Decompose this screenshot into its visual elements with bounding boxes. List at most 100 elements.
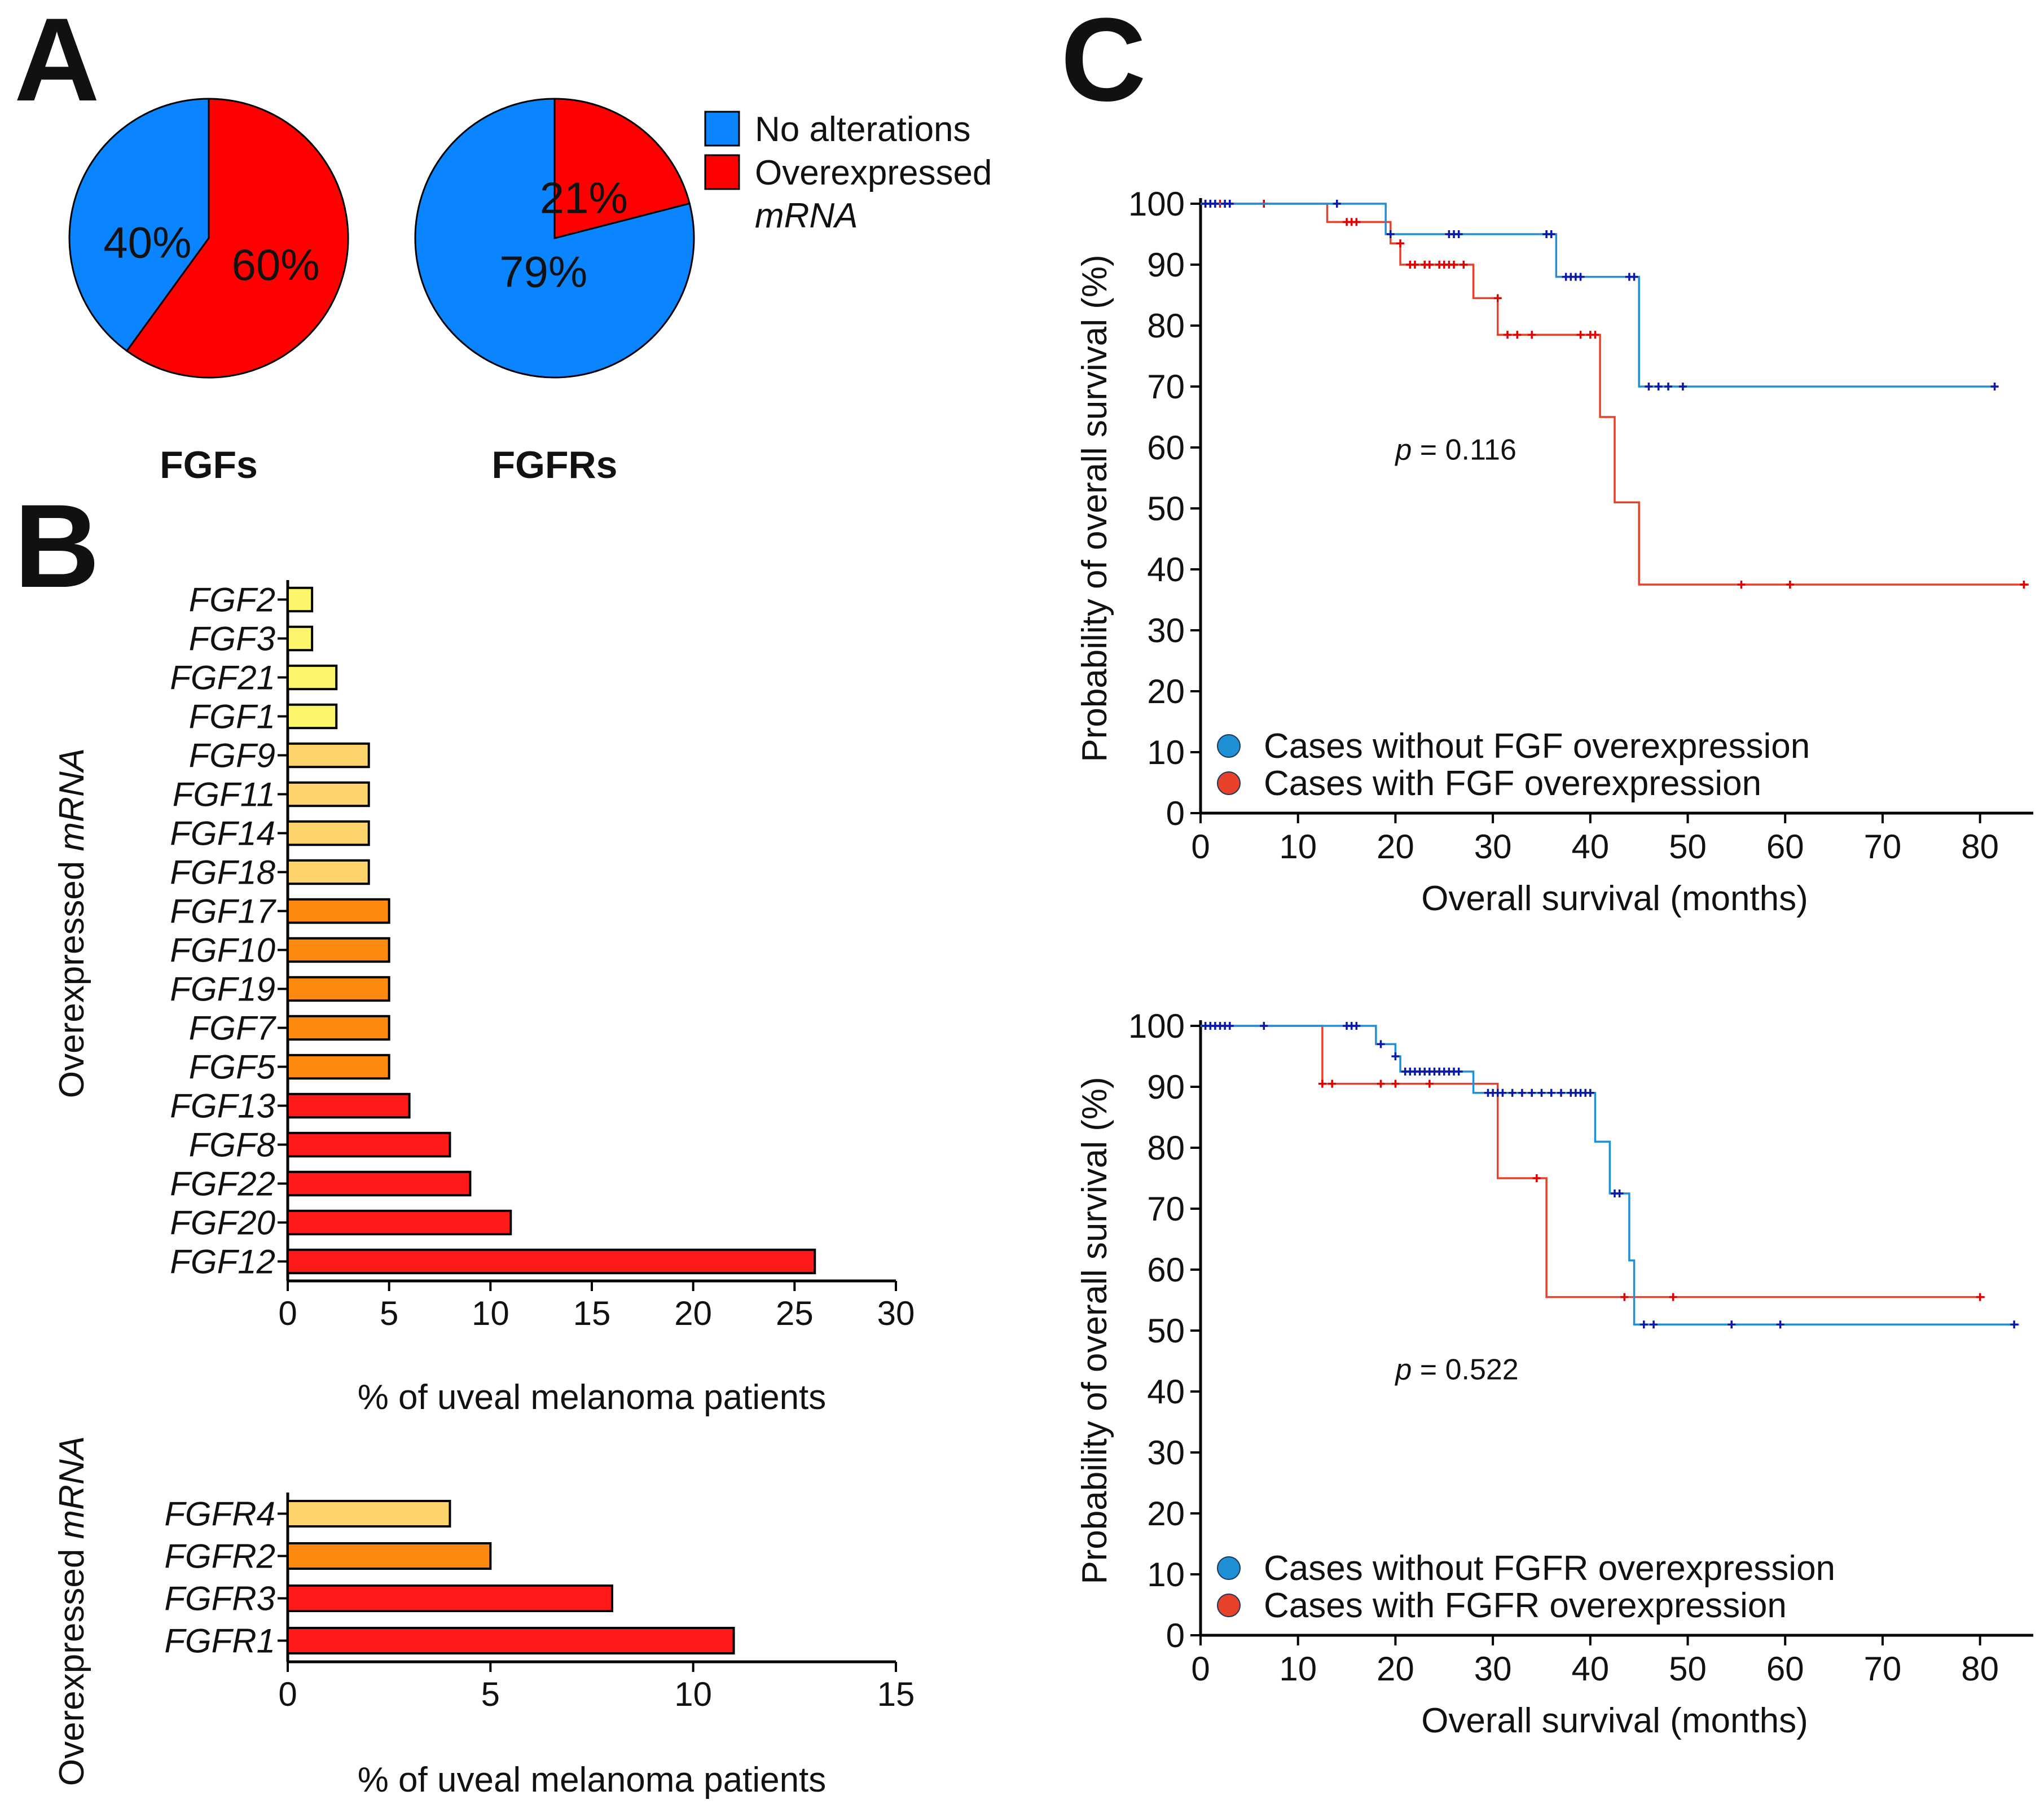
- x-tick-label-km-fgf-8: 80: [1961, 828, 1999, 866]
- y-tick-label-km-fgf-10: 100: [1128, 185, 1185, 223]
- km-censor-km-fgf-1-21: [1528, 331, 1536, 339]
- km-censor-km-fgfr-1-5: [1532, 1174, 1541, 1182]
- km-legend-label-km-fgf-0: Cases without FGF overexpression: [1264, 727, 1810, 766]
- bar-fgf20: [287, 1209, 512, 1236]
- bar-fgf11: [287, 781, 370, 807]
- km-censor-km-fgfr-0-31: [1537, 1088, 1546, 1097]
- x-tick-label-bar-fgfr-1: 5: [481, 1675, 500, 1713]
- legend-label-no-alterations: No alterations: [755, 110, 971, 149]
- km-censor-km-fgf-0-18: [1645, 383, 1653, 390]
- km-censor-km-fgfr-0-32: [1547, 1088, 1555, 1097]
- y-tick-label-km-fgf-9: 90: [1147, 246, 1185, 284]
- y-tick-label-km-fgf-5: 50: [1147, 490, 1185, 528]
- panel-letter-b: B: [14, 480, 100, 612]
- km-censor-km-fgfr-0-30: [1528, 1088, 1536, 1097]
- category-label-fgf1: FGF1: [189, 698, 275, 736]
- km-censor-km-fgfr-0-27: [1498, 1088, 1507, 1097]
- legend-swatch-overexpressed: [704, 154, 740, 190]
- y-axis-title-bar-fgfr: Overexpressed mRNA: [52, 1436, 91, 1786]
- y-axis-title-km-fgfr: Probability of overall survival (%): [1075, 1077, 1114, 1584]
- bar-fgf5: [287, 1054, 390, 1080]
- km-curve-km-fgfr-1: [1201, 1025, 1985, 1298]
- km-censor-km-fgf-1-12: [1425, 261, 1434, 269]
- category-label-fgf12: FGF12: [170, 1243, 275, 1281]
- x-axis-title-bar-fgfr: % of uveal melanoma patients: [358, 1761, 827, 1799]
- legend-label-overexpressed: Overexpressed: [755, 153, 992, 192]
- category-label-fgfr1: FGFR1: [164, 1622, 275, 1660]
- km-curve-km-fgf-0: [1201, 203, 1995, 388]
- bar-fgf21: [287, 664, 338, 691]
- panel-letter-c: C: [1061, 0, 1146, 126]
- x-tick-label-km-fgfr-8: 80: [1961, 1650, 1999, 1688]
- bar-fgfr2: [287, 1542, 492, 1570]
- bar-fgf2: [287, 586, 314, 613]
- km-censor-km-fgf-1-16: [1450, 261, 1458, 269]
- bar-fgf8: [287, 1131, 451, 1158]
- pie-slice-pie-fgfrs-0: [414, 98, 695, 379]
- bar-fgfr1: [287, 1627, 735, 1654]
- km-censor-km-fgfr-0-5: [1225, 1022, 1234, 1030]
- x-tick-label-bar-fgfr-2: 10: [674, 1675, 712, 1713]
- km-censor-km-fgfr-0-29: [1518, 1088, 1526, 1097]
- km-censor-km-fgf-1-26: [1786, 581, 1794, 589]
- legend-label-mrna: mRNA: [755, 196, 858, 235]
- category-label-fgf10: FGF10: [170, 932, 275, 969]
- y-axis-title-bar-fgf: Overexpressed mRNA: [52, 748, 91, 1098]
- km-censor-km-fgf-0-22: [1990, 383, 1999, 390]
- km-censor-km-fgfr-1-4: [1425, 1079, 1434, 1088]
- y-tick-label-km-fgfr-0: 0: [1166, 1617, 1185, 1654]
- pie-label-pie-fgfrs-0: 79%: [499, 247, 587, 296]
- y-tick-label-km-fgfr-3: 30: [1147, 1434, 1185, 1472]
- km-censor-km-fgfr-0-43: [1727, 1320, 1736, 1329]
- bar-chart-fgf: FGF2FGF3FGF21FGF1FGF9FGF11FGF14FGF18FGF1…: [52, 580, 915, 1417]
- x-tick-label-km-fgfr-4: 40: [1571, 1650, 1609, 1688]
- pie-label-pie-fgfrs-1: 21%: [540, 173, 628, 223]
- km-censor-km-fgfr-1-7: [1669, 1293, 1677, 1301]
- x-axis-title-km-fgfr: Overall survival (months): [1421, 1701, 1808, 1740]
- y-tick-label-km-fgfr-2: 20: [1147, 1495, 1185, 1533]
- pie-title-pie-fgfs: FGFs: [160, 444, 258, 486]
- x-tick-label-bar-fgf-5: 25: [776, 1294, 814, 1332]
- km-censor-km-fgfr-1-1: [1328, 1079, 1337, 1088]
- panel-letter-a: A: [14, 0, 100, 126]
- y-tick-label-km-fgf-1: 10: [1147, 734, 1185, 771]
- y-tick-label-km-fgfr-1: 10: [1147, 1556, 1185, 1594]
- y-tick-label-km-fgf-8: 80: [1147, 307, 1185, 345]
- bar-fgf10: [287, 937, 390, 963]
- km-censor-km-fgf-1-19: [1504, 331, 1512, 339]
- km-censor-km-fgf-1-22: [1576, 331, 1585, 339]
- pie-label-pie-fgfs-0: 40%: [103, 218, 191, 267]
- x-tick-label-km-fgf-7: 70: [1864, 828, 1902, 866]
- km-censor-km-fgf-0-15: [1576, 273, 1585, 281]
- bar-fgf17: [287, 898, 390, 924]
- pie-slice-pie-fgfrs-1: [553, 98, 691, 239]
- y-tick-label-km-fgf-2: 20: [1147, 673, 1185, 710]
- km-plot-fgf: 0 10 20 30 40 50 60 70 80 90 100 0 10 20 30 40 50 60 70 80 O…: [1075, 185, 2033, 918]
- km-curve-km-fgf-1: [1201, 203, 2029, 586]
- bar-fgf7: [287, 1015, 390, 1041]
- km-censor-km-fgfr-0-33: [1557, 1088, 1566, 1097]
- bar-fgfr3: [287, 1584, 613, 1612]
- category-label-fgfr2: FGFR2: [164, 1538, 275, 1575]
- km-censor-km-fgfr-0-38: [1586, 1088, 1594, 1097]
- km-censor-km-fgf-0-20: [1664, 383, 1672, 390]
- category-label-fgfr4: FGFR4: [164, 1495, 275, 1533]
- x-tick-label-km-fgf-1: 10: [1279, 828, 1317, 866]
- km-censor-km-fgfr-0-40: [1615, 1190, 1624, 1197]
- bar-fgf12: [287, 1248, 816, 1275]
- x-tick-label-km-fgf-0: 0: [1191, 828, 1210, 866]
- km-censor-km-fgf-1-7: [1352, 218, 1361, 226]
- x-tick-label-km-fgfr-6: 60: [1766, 1650, 1804, 1688]
- y-tick-label-km-fgf-0: 0: [1166, 795, 1185, 832]
- x-tick-label-bar-fgf-2: 10: [472, 1294, 509, 1332]
- category-label-fgf5: FGF5: [189, 1048, 276, 1086]
- km-censor-km-fgfr-1-6: [1620, 1293, 1629, 1301]
- legend-swatch-no-alterations: [704, 111, 740, 147]
- km-censor-km-fgf-1-25: [1737, 581, 1746, 589]
- km-censor-km-fgf-0-5: [1333, 200, 1341, 208]
- y-tick-label-km-fgfr-10: 100: [1128, 1007, 1185, 1045]
- x-tick-label-km-fgfr-2: 20: [1377, 1650, 1414, 1688]
- pie-slice-pie-fgfs-1: [125, 98, 349, 379]
- x-tick-label-bar-fgf-0: 0: [278, 1294, 297, 1332]
